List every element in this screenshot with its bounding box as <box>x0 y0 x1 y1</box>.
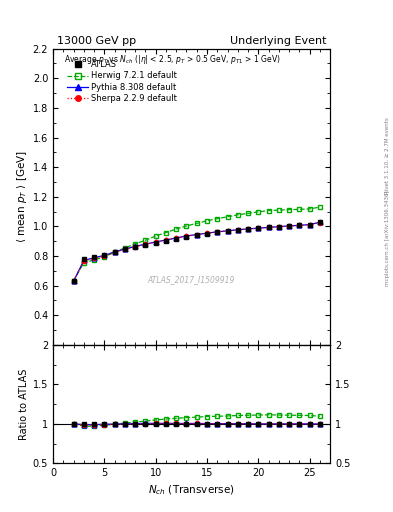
Text: Average $p_T$ vs $N_{ch}$ ($|\eta|$ < 2.5, $p_T$ > 0.5 GeV, $p_{T1}$ > 1 GeV): Average $p_T$ vs $N_{ch}$ ($|\eta|$ < 2.… <box>64 53 281 66</box>
Text: 13000 GeV pp: 13000 GeV pp <box>57 36 136 46</box>
Text: mcplots.cern.ch [arXiv:1306.3436]: mcplots.cern.ch [arXiv:1306.3436] <box>385 190 389 286</box>
Text: Rivet 3.1.10, ≥ 2.7M events: Rivet 3.1.10, ≥ 2.7M events <box>385 117 389 194</box>
X-axis label: $N_{ch}$ (Transverse): $N_{ch}$ (Transverse) <box>148 484 235 497</box>
Text: ATLAS_2017_I1509919: ATLAS_2017_I1509919 <box>148 275 235 284</box>
Text: Underlying Event: Underlying Event <box>230 36 326 46</box>
Y-axis label: $\langle$ mean $p_T$ $\rangle$ [GeV]: $\langle$ mean $p_T$ $\rangle$ [GeV] <box>15 151 29 243</box>
Legend: ATLAS, Herwig 7.2.1 default, Pythia 8.308 default, Sherpa 2.2.9 default: ATLAS, Herwig 7.2.1 default, Pythia 8.30… <box>66 59 179 104</box>
Y-axis label: Ratio to ATLAS: Ratio to ATLAS <box>18 369 29 440</box>
